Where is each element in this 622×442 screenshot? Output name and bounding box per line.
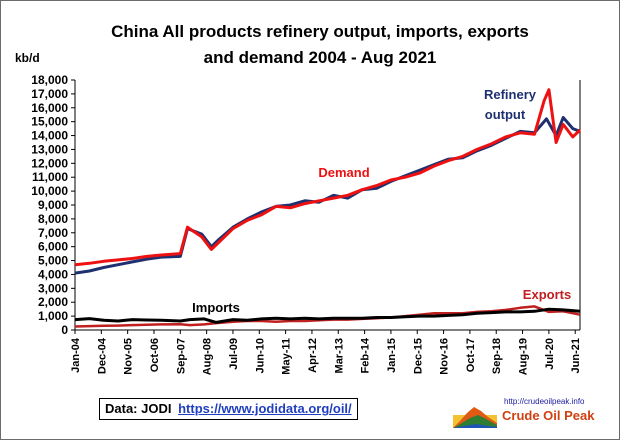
x-tick-label: Mar-13 [333,338,345,373]
logo-name: Crude Oil Peak [502,408,595,423]
x-tick-label: Jul-20 [544,338,556,370]
series-label-refinery-line2: output [485,107,526,122]
chart-title-line2: and demand 2004 - Aug 2021 [204,48,437,67]
y-tick-label: 2,000 [38,295,68,309]
x-tick-label: Jun-21 [570,338,582,373]
x-tick-label: Feb-14 [360,337,372,373]
series-line-demand [74,88,582,267]
y-tick-label: 3,000 [38,281,68,295]
data-source-box: Data: JODI https://www.jodidata.org/oil/ [99,398,358,420]
series-lines [74,88,582,328]
x-tick-label: Sep-07 [175,338,187,374]
series-line-imports [74,307,581,324]
x-tick-label: Jan-15 [386,338,398,373]
x-tick-label: Dec-15 [412,338,424,374]
y-tick-label: 9,000 [38,198,68,212]
series-label-refinery-line1: Refinery [484,87,537,102]
x-tick-label: May-11 [281,338,293,375]
y-tick-label: 12,000 [31,156,68,170]
x-tick-label: Nov-05 [123,338,135,375]
oil-peak-chart-icon [453,407,497,428]
y-tick-label: 8,000 [38,212,68,226]
series-label-demand: Demand [318,165,369,180]
series-line-refinery-output [74,116,581,275]
series-label-exports: Exports [523,287,571,302]
x-tick-label: Sep-18 [491,338,503,374]
x-axis-ticks: Jan-04 Dec-04 Nov-05 Oct-06 Sep-07 Aug-08 Jul-… [70,330,582,375]
y-tick-label: 14,000 [31,129,68,143]
x-tick-label: Dec-04 [96,337,108,374]
series-label-imports: Imports [192,300,240,315]
x-tick-label: Jun-10 [254,338,266,373]
y-tick-label: 7,000 [38,226,68,240]
y-tick-label: 17,000 [31,87,68,101]
x-tick-label: Apr-12 [307,338,319,373]
series-line-exports [74,305,581,328]
x-tick-label: Oct-06 [149,338,161,372]
x-tick-label: Aug-08 [202,338,214,375]
x-tick-label: Nov-16 [439,338,451,375]
crude-oil-peak-logo: http://crudeoilpeak.info Crude Oil Peak [452,395,602,429]
y-tick-label: 16,000 [31,101,68,115]
y-axis-ticks: 01,0002,0003,0004,0005,0006,0007,0008,00… [31,73,75,337]
y-tick-label: 4,000 [38,267,68,281]
y-tick-label: 18,000 [31,73,68,87]
data-source-link[interactable]: https://www.jodidata.org/oil/ [178,401,352,416]
y-tick-label: 11,000 [32,170,68,184]
x-tick-label: Aug-19 [518,338,530,375]
chart-title-line1: China All products refinery output, impo… [111,22,529,41]
logo-url: http://crudeoilpeak.info [504,397,585,406]
y-tick-label: 0 [61,323,68,337]
y-tick-label: 1,000 [38,309,68,323]
y-axis-unit-label: kb/d [15,51,40,65]
x-tick-label: Jan-04 [70,337,82,373]
x-tick-label: Oct-17 [465,338,477,372]
y-tick-label: 10,000 [31,184,68,198]
y-tick-label: 5,000 [38,254,68,268]
y-tick-label: 15,000 [31,115,68,129]
data-source-label: Data: JODI [105,401,172,416]
y-tick-label: 13,000 [31,142,68,156]
x-tick-label: Jul-09 [228,338,240,370]
y-tick-label: 6,000 [38,240,68,254]
